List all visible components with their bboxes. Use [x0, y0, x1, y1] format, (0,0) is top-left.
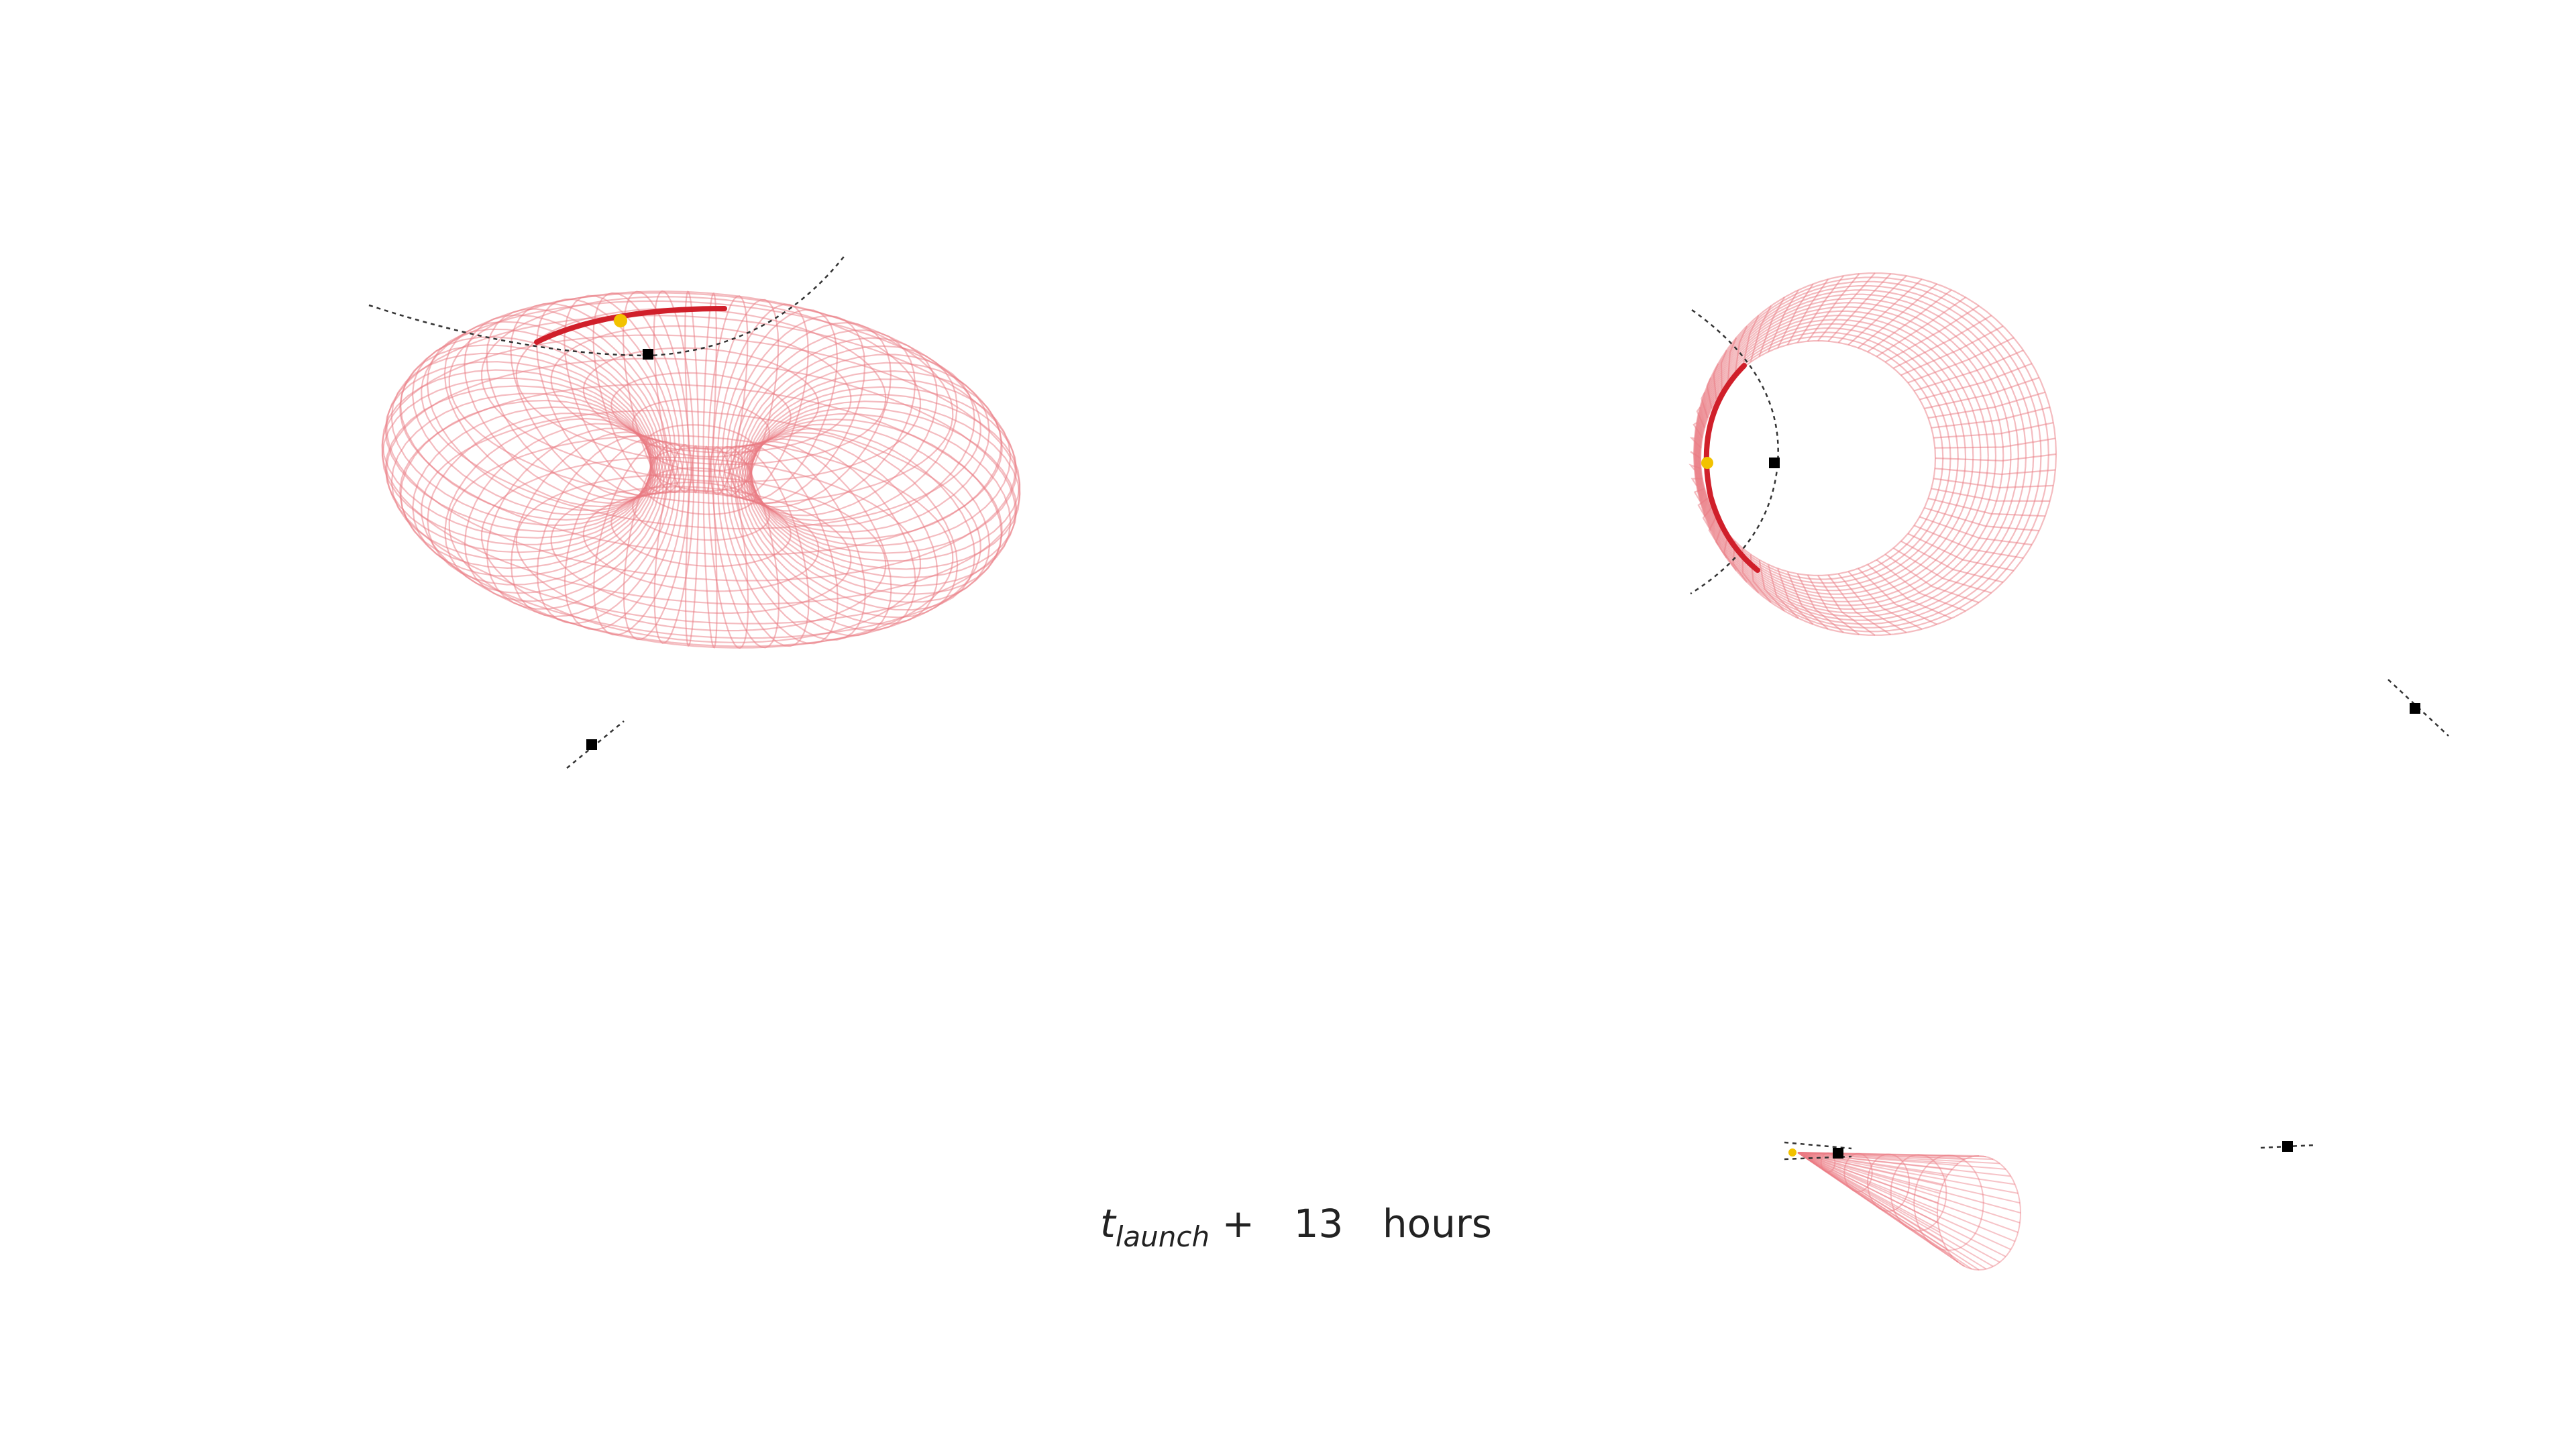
mesh-line — [448, 290, 954, 505]
mesh-line — [1797, 1152, 1987, 1270]
mesh-line — [381, 334, 1021, 605]
square-marker-icon — [643, 349, 653, 360]
mesh-line — [1797, 1152, 1959, 1165]
mesh-line — [1797, 1152, 1980, 1157]
mesh-line — [1797, 1152, 2019, 1194]
orbit-path — [368, 254, 846, 357]
mesh-line — [480, 296, 922, 483]
object-dot-icon — [1788, 1148, 1796, 1157]
mesh-line — [1797, 1152, 1994, 1267]
mesh-line — [582, 491, 820, 592]
mesh-line — [1797, 1152, 2021, 1224]
mesh-line — [1797, 1152, 1953, 1170]
mesh-line — [1936, 1155, 2021, 1271]
side-view — [1784, 1141, 2315, 1271]
mesh-line — [1797, 1152, 1980, 1271]
mesh-line — [1913, 1155, 1984, 1251]
mesh-line — [1797, 1152, 2000, 1263]
mesh-line — [1797, 1152, 1972, 1270]
mesh-line — [610, 372, 792, 449]
cone-wireframe — [1797, 1152, 2021, 1271]
mesh-line — [1797, 1152, 1966, 1267]
orbit-path — [1690, 309, 1779, 595]
mesh-line — [1797, 1152, 1953, 1257]
mesh-line — [1797, 1152, 1948, 1250]
mesh-line — [1797, 1152, 2021, 1204]
mesh-line — [399, 383, 1003, 639]
square-marker-icon — [1769, 458, 1780, 468]
mesh-line — [1797, 1152, 1938, 1214]
square-marker-icon — [586, 739, 597, 750]
square-marker-icon — [2410, 703, 2420, 714]
mesh-line — [631, 398, 771, 458]
torus-wireframe — [381, 290, 1021, 649]
time-subscript: launch — [1115, 1220, 1210, 1253]
highlighted-arc — [1703, 363, 1760, 573]
mesh-line — [1866, 1153, 1910, 1212]
elapsed-value: 13 — [1293, 1201, 1344, 1246]
time-symbol: t — [1100, 1201, 1116, 1246]
mesh-line — [1820, 1152, 1836, 1173]
mesh-line — [1797, 1152, 1994, 1161]
object-dot-icon — [1701, 457, 1713, 469]
mesh-line — [1797, 1152, 2016, 1242]
mesh-line — [515, 474, 887, 632]
mesh-line — [1797, 1152, 2021, 1214]
mesh-line — [515, 307, 887, 466]
mesh-line — [1797, 1152, 2019, 1234]
mesh-line — [1843, 1152, 1873, 1193]
mesh-line — [1797, 1152, 1939, 1224]
mesh-line — [550, 486, 852, 614]
object-dot-icon — [614, 314, 627, 327]
mesh-line — [1797, 1152, 1972, 1158]
mesh-line — [1797, 1152, 1965, 1161]
perspective-view — [368, 254, 1021, 769]
mesh-line — [1797, 1152, 1943, 1242]
square-marker-icon — [2282, 1141, 2293, 1152]
mesh-line — [1797, 1152, 2006, 1257]
mesh-line — [1797, 1152, 1947, 1177]
orbit-path — [1784, 1141, 1852, 1150]
mesh-line — [1797, 1152, 1941, 1233]
orbit-path — [1784, 1155, 1852, 1161]
mesh-line — [386, 315, 1016, 582]
ring-wireframe — [1688, 272, 2057, 636]
mesh-line — [1797, 1152, 1939, 1204]
mesh-line — [645, 424, 757, 472]
mesh-line — [1797, 1152, 1986, 1158]
mesh-line — [1797, 1152, 1959, 1263]
mesh-line — [399, 300, 1003, 556]
mesh-line — [631, 481, 771, 541]
mesh-line — [421, 409, 981, 647]
elapsed-time-label: tlaunch + 13 hours — [1100, 1201, 1492, 1253]
square-marker-icon — [1833, 1148, 1843, 1159]
mesh-line — [1797, 1152, 2000, 1165]
top-view — [1688, 272, 2449, 737]
mesh-line — [1797, 1152, 2006, 1170]
mesh-line — [1797, 1152, 2011, 1250]
mesh-line — [1797, 1152, 1940, 1194]
mesh-line — [1693, 272, 2057, 636]
mesh-line — [386, 358, 1016, 625]
plus-operator: + — [1222, 1201, 1255, 1246]
mesh-line — [1797, 1152, 1943, 1185]
elapsed-unit: hours — [1382, 1201, 1492, 1246]
mesh-line — [1890, 1154, 1947, 1232]
mesh-line — [649, 447, 753, 492]
